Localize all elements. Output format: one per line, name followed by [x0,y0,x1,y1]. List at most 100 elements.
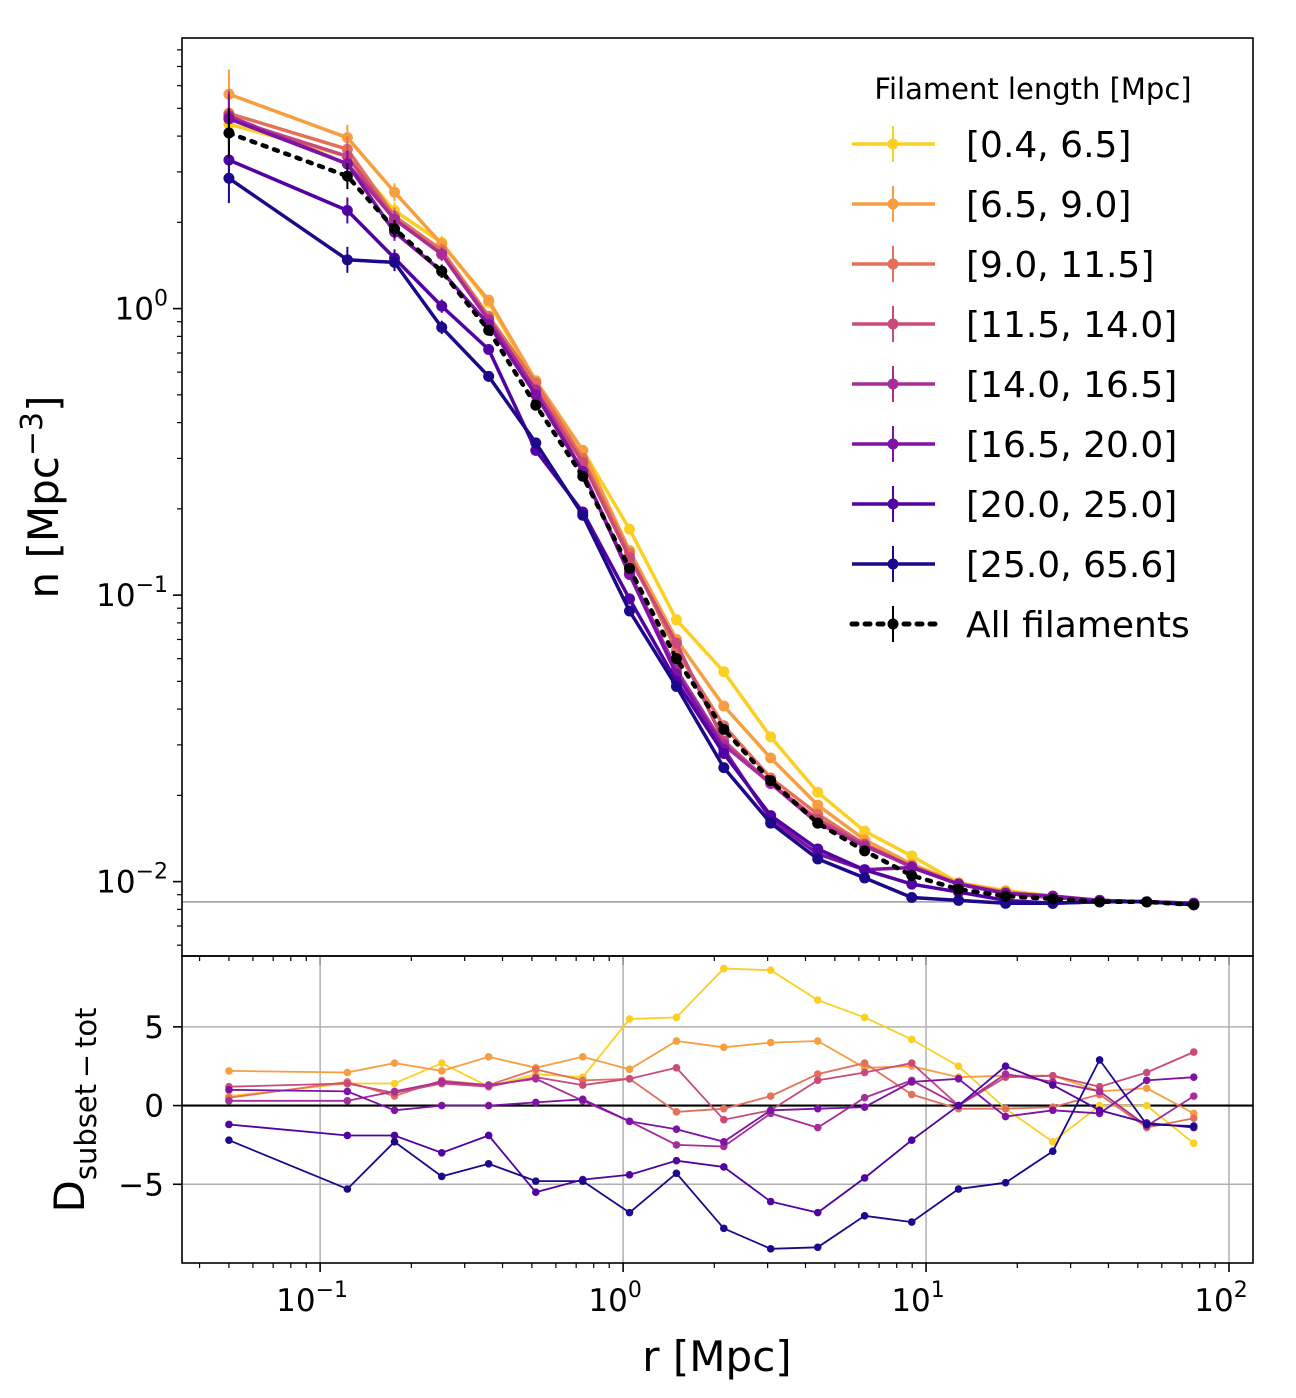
data-point [670,680,682,692]
deviation-point [578,1052,587,1061]
deviation-point [625,1208,634,1217]
data-point [436,265,448,277]
data-point [389,213,401,225]
deviation-point [907,1078,916,1086]
deviation-point [578,1081,587,1089]
deviation-point [437,1101,446,1110]
data-point [953,894,965,906]
data-point [670,614,682,626]
deviation-point [531,1188,540,1196]
deviation-line [228,1062,1194,1129]
deviation-point [625,1171,634,1179]
data-point [859,825,871,837]
deviation-point [860,1174,869,1182]
data-point [812,817,824,829]
x-tick-label: 102 [1194,1278,1247,1319]
bottom-x-ticks: 10−1 100 101 102 [198,1263,1248,1319]
data-point [859,872,871,884]
deviation-line [228,1076,1194,1143]
legend-swatch-marker [887,498,899,510]
deviation-point [1001,1178,1010,1187]
deviation-point [860,1059,869,1067]
data-point [859,864,871,876]
deviation-point [625,1015,634,1023]
data-point [624,523,636,535]
deviation-point [1189,1114,1198,1122]
data-point [718,747,730,759]
deviation-point [531,1075,540,1083]
deviation-point [1048,1106,1057,1115]
top-y-tick-label: 10−2 [96,860,168,901]
deviation-point [625,1117,634,1126]
deviation-point [390,1106,399,1115]
deviation-point [954,1101,963,1110]
deviation-point [484,1081,493,1089]
deviation-point [578,1177,587,1185]
legend-swatch-marker [887,258,899,270]
deviation-point [954,1185,963,1193]
data-point [483,343,495,355]
legend-entry: [6.5, 9.0] [852,185,1131,226]
deviation-point [625,1065,634,1074]
data-point [483,370,495,382]
deviation-point [813,1076,822,1085]
top-y-tick-label: 10−1 [96,573,168,614]
legend-entry: [16.5, 20.0] [852,425,1177,466]
x-tick-label: 10−1 [276,1278,348,1319]
deviation-point [531,1065,540,1074]
legend-swatch-marker [887,558,899,570]
legend-entry: [11.5, 14.0] [852,305,1177,346]
deviation-point [907,1218,916,1226]
deviation-point [343,1068,352,1077]
data-point [906,892,918,904]
deviation-point [1189,1048,1198,1056]
x-axis-label: r [Mpc] [642,1332,791,1381]
deviation-point [1001,1104,1010,1113]
data-point [389,223,401,235]
data-point [906,850,918,862]
bottom-y-tick-label: 0 [144,1089,164,1125]
deviation-point [1189,1092,1198,1100]
deviation-point [343,1131,352,1140]
deviation-point [1095,1056,1104,1064]
deviation-point [225,1067,233,1075]
deviation-point [672,1063,681,1072]
deviation-point [225,1086,233,1094]
deviation-point [1142,1076,1151,1085]
deviation-point [860,1093,869,1102]
legend-swatch-marker [887,318,899,330]
legend: Filament length [Mpc] [0.4, 6.5] [6.5, 9.… [849,72,1192,646]
deviation-point [907,1035,916,1044]
legend-swatch-marker [887,378,899,390]
deviation-point [672,1013,681,1022]
deviation-point [813,1037,822,1045]
data-point [577,509,589,521]
legend-entry: [9.0, 11.5] [852,245,1154,286]
data-point [530,389,542,401]
series-8 [223,108,1200,911]
density-profile-panel: 100 10−1 10−2 n [Mpc−3] Filament length [M… [15,37,1254,965]
top-y-tick-label: 100 [115,287,168,328]
deviation-point [813,1070,822,1078]
legend-label: [9.0, 11.5] [966,245,1154,286]
deviation-point [1048,1137,1057,1146]
top-y-axis-label: n [Mpc−3] [15,396,68,599]
legend-swatch-marker [887,138,899,150]
bottom-y-tick-label: −5 [118,1167,164,1203]
deviation-point [1048,1071,1057,1080]
deviation-series-5 [225,1073,1198,1146]
deviation-point [484,1131,493,1140]
data-point [812,843,824,855]
deviation-point [1142,1068,1151,1077]
legend-label: [20.0, 25.0] [966,485,1177,526]
deviation-point [720,1224,728,1233]
deviation-point [813,1123,822,1132]
data-point [953,883,965,895]
legend-title: Filament length [Mpc] [874,72,1191,106]
deviation-point [390,1087,399,1096]
density-series-group [223,69,1200,911]
deviation-point [720,1104,728,1113]
data-point [670,637,682,649]
deviation-point [907,1136,916,1144]
deviation-point [860,1068,869,1077]
